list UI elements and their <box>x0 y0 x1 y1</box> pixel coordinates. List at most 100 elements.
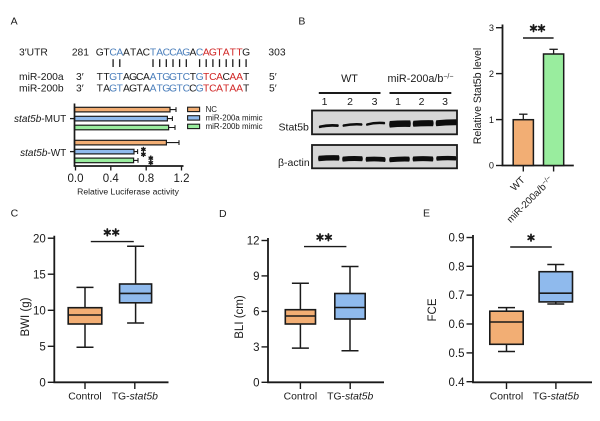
svg-text:G: G <box>182 48 190 59</box>
svg-text:C: C <box>11 208 19 220</box>
svg-text:20: 20 <box>33 233 46 245</box>
svg-text:A: A <box>223 48 230 59</box>
svg-text:A: A <box>103 84 110 95</box>
svg-text:C: C <box>183 84 191 95</box>
svg-text:T: T <box>150 48 157 59</box>
svg-text:A: A <box>216 84 223 95</box>
svg-text:3: 3 <box>489 23 494 33</box>
svg-text:WT: WT <box>341 73 358 85</box>
svg-text:miR-200a/b−/−: miR-200a/b−/− <box>388 73 454 85</box>
svg-text:T: T <box>236 48 243 59</box>
svg-text:G: G <box>169 72 177 83</box>
svg-text:stat5b-WT: stat5b-WT <box>20 148 66 159</box>
svg-text:12: 12 <box>247 236 260 248</box>
svg-text:C: C <box>109 48 117 59</box>
svg-text:2: 2 <box>489 69 494 79</box>
svg-text:G: G <box>162 84 170 95</box>
svg-text:A: A <box>176 48 183 59</box>
svg-text:G: G <box>109 72 117 83</box>
svg-text:T: T <box>97 72 104 83</box>
svg-text:0.8: 0.8 <box>449 261 465 273</box>
svg-text:C: C <box>196 48 204 59</box>
svg-text:T: T <box>176 84 183 95</box>
svg-text:A: A <box>123 48 130 59</box>
svg-text:10: 10 <box>33 305 46 317</box>
svg-text:miR-200a mimic: miR-200a mimic <box>206 113 263 122</box>
svg-text:G: G <box>242 48 250 59</box>
svg-text:T: T <box>230 48 237 59</box>
svg-text:TG-stat5b: TG-stat5b <box>327 392 373 403</box>
svg-text:0.7: 0.7 <box>449 290 465 302</box>
svg-text:C: C <box>143 48 151 59</box>
svg-text:3: 3 <box>372 96 378 108</box>
svg-text:A: A <box>203 48 210 59</box>
svg-text:0.0: 0.0 <box>68 173 84 185</box>
svg-text:C: C <box>169 48 177 59</box>
svg-text:6: 6 <box>253 307 259 319</box>
svg-text:0.6: 0.6 <box>449 319 465 331</box>
svg-text:9: 9 <box>253 271 259 283</box>
svg-text:1: 1 <box>489 115 494 125</box>
svg-text:A: A <box>143 84 150 95</box>
svg-text:A: A <box>189 48 196 59</box>
svg-text:C: C <box>209 72 217 83</box>
svg-text:TG-stat5b: TG-stat5b <box>533 392 579 403</box>
svg-text:G: G <box>196 72 204 83</box>
svg-text:FCE: FCE <box>427 298 439 321</box>
svg-text:miR-200b mimic: miR-200b mimic <box>206 122 263 131</box>
svg-text:A: A <box>236 72 243 83</box>
svg-text:B: B <box>298 15 305 27</box>
svg-text:A: A <box>229 72 236 83</box>
svg-text:E: E <box>423 208 430 220</box>
svg-text:3: 3 <box>442 96 448 108</box>
svg-text:A: A <box>143 72 150 83</box>
svg-text:1: 1 <box>322 96 328 108</box>
svg-text:0.4: 0.4 <box>103 173 120 185</box>
svg-text:T: T <box>243 84 250 95</box>
svg-text:0.8: 0.8 <box>138 173 154 185</box>
svg-text:Stat5b: Stat5b <box>279 121 310 133</box>
svg-text:C: C <box>189 84 197 95</box>
svg-text:BWI (g): BWI (g) <box>20 297 32 336</box>
svg-text:G: G <box>209 48 217 59</box>
svg-text:T: T <box>130 48 137 59</box>
svg-text:0: 0 <box>253 377 259 389</box>
svg-text:A: A <box>156 48 163 59</box>
svg-text:G: G <box>129 72 137 83</box>
svg-text:T: T <box>203 72 210 83</box>
svg-text:T: T <box>223 84 230 95</box>
svg-text:C: C <box>163 48 171 59</box>
svg-text:T: T <box>243 72 250 83</box>
svg-text:T: T <box>117 72 124 83</box>
svg-text:G: G <box>169 84 177 95</box>
svg-text:G: G <box>196 84 204 95</box>
svg-text:G: G <box>109 84 117 95</box>
svg-text:miR-200a: miR-200a <box>19 72 64 83</box>
svg-text:T: T <box>176 72 183 83</box>
svg-text:stat5b-MUT: stat5b-MUT <box>14 114 66 125</box>
svg-text:2: 2 <box>347 96 353 108</box>
svg-text:1: 1 <box>395 96 401 108</box>
svg-text:T: T <box>190 72 197 83</box>
svg-text:T: T <box>157 72 164 83</box>
svg-text:C: C <box>136 72 144 83</box>
svg-text:A: A <box>216 72 223 83</box>
svg-text:A: A <box>236 84 243 95</box>
svg-text:A: A <box>11 15 18 27</box>
svg-text:C: C <box>222 72 230 83</box>
svg-text:3′: 3′ <box>76 72 84 83</box>
svg-text:D: D <box>219 208 227 220</box>
svg-text:G: G <box>162 72 170 83</box>
svg-text:281: 281 <box>72 48 89 59</box>
svg-text:G: G <box>129 84 137 95</box>
svg-text:Relative Luciferase activity: Relative Luciferase activity <box>77 186 179 196</box>
svg-text:A: A <box>116 48 123 59</box>
svg-text:0.9: 0.9 <box>449 233 465 245</box>
svg-text:G: G <box>96 48 104 59</box>
svg-text:15: 15 <box>33 269 46 281</box>
svg-text:T: T <box>97 84 104 95</box>
svg-text:T: T <box>157 84 164 95</box>
svg-text:A: A <box>150 84 157 95</box>
svg-text:0: 0 <box>489 161 494 171</box>
svg-text:Control: Control <box>284 392 318 403</box>
